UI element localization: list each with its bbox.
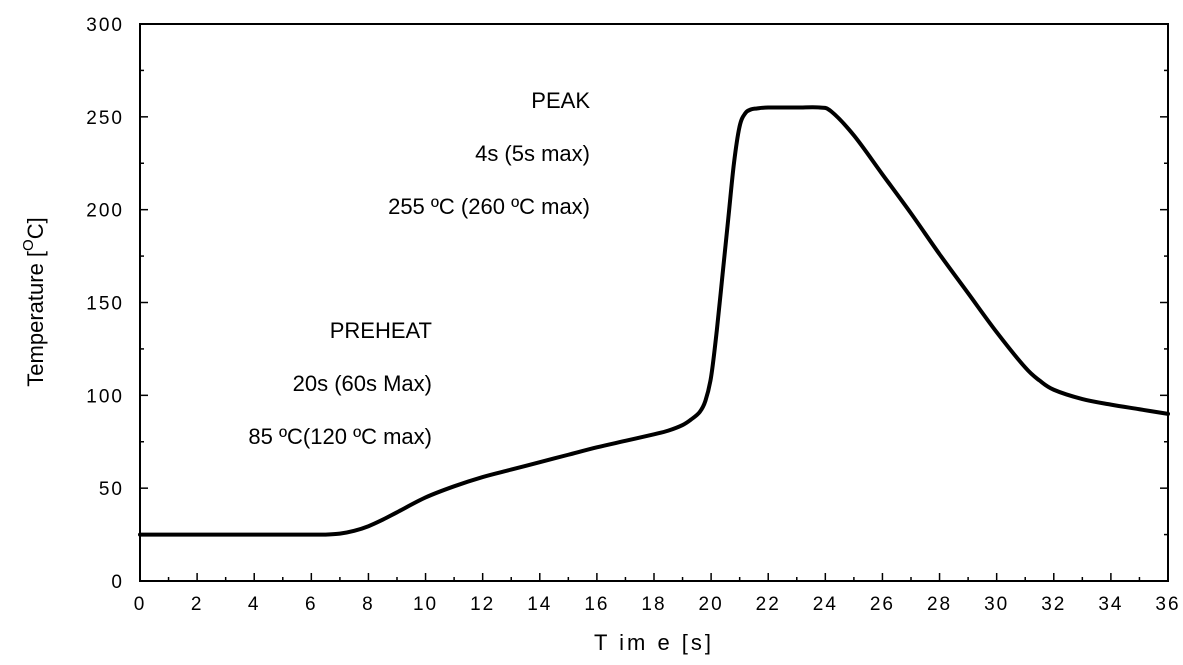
x-axis-title: T im e [s]	[594, 630, 714, 655]
x-tick-label: 36	[1155, 594, 1180, 615]
peak-label: PEAK	[531, 88, 590, 113]
x-tick-label: 12	[470, 594, 495, 615]
y-tick-label: 250	[86, 108, 124, 129]
plot-frame	[139, 23, 1169, 582]
x-tick-label: 18	[641, 594, 666, 615]
x-tick-label: 22	[756, 594, 781, 615]
preheat-temperature-label: 85 ºC(120 ºC max)	[248, 424, 432, 449]
y-tick-label: 150	[86, 294, 124, 315]
x-tick-label: 30	[984, 594, 1009, 615]
x-tick-label: 32	[1041, 594, 1066, 615]
x-tick-label: 6	[305, 594, 318, 615]
x-tick-label: 2	[191, 594, 204, 615]
x-tick-label: 10	[413, 594, 438, 615]
preheat-duration-label: 20s (60s Max)	[293, 371, 432, 396]
tick-labels-layer: 0 2 4 6 8 10 12 14 16 18 20 22 24 26 28 30 32 34 360501001…	[86, 15, 1180, 615]
y-tick-label: 0	[111, 572, 124, 593]
y-tick-label: 50	[99, 479, 124, 500]
x-tick-label: 16	[584, 594, 609, 615]
y-tick-label: 100	[86, 386, 124, 407]
x-tick-label: 4	[248, 594, 261, 615]
y-tick-label: 200	[86, 201, 124, 222]
peak-duration-label: 4s (5s max)	[475, 141, 590, 166]
x-tick-label: 14	[527, 594, 552, 615]
x-tick-label: 26	[870, 594, 895, 615]
x-tick-label: 20	[699, 594, 724, 615]
x-tick-label: 8	[362, 594, 375, 615]
y-axis-title-tail: C]	[23, 217, 48, 239]
x-tick-label: 34	[1098, 594, 1123, 615]
y-axis-title-superscript: O	[20, 239, 37, 251]
preheat-label: PREHEAT	[330, 318, 432, 343]
temperature-series-line	[138, 105, 1170, 537]
y-axis-title: Temperature [OC]	[20, 217, 48, 386]
y-tick-label: 300	[86, 15, 124, 36]
x-tick-label: 24	[813, 594, 838, 615]
x-tick-label: 0	[134, 594, 147, 615]
y-axis-title-main: Temperature [	[23, 251, 48, 387]
peak-temperature-label: 255 ºC (260 ºC max)	[388, 194, 590, 219]
ticks-layer	[139, 23, 1169, 582]
x-tick-label: 28	[927, 594, 952, 615]
